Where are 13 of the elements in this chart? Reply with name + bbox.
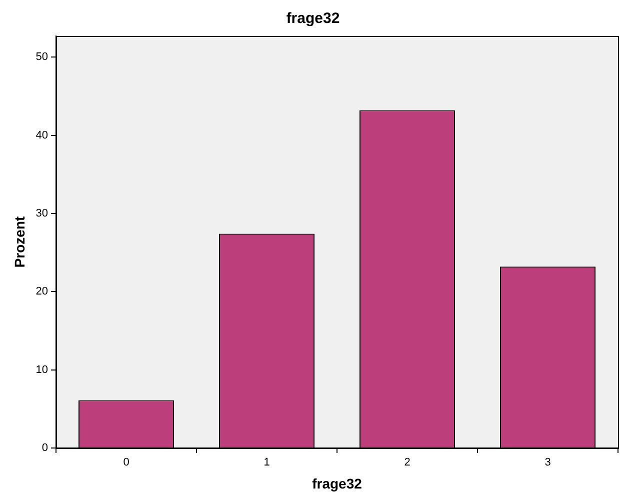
x-tick-label: 2 xyxy=(404,456,410,469)
y-tick-label: 50 xyxy=(36,51,48,64)
y-axis-title: Prozent xyxy=(11,216,28,268)
x-tick-label: 3 xyxy=(544,456,551,469)
y-tick-label: 30 xyxy=(36,207,48,220)
y-tick-label: 40 xyxy=(36,129,48,142)
x-axis-title: frage32 xyxy=(312,475,362,492)
x-tick-label: 1 xyxy=(264,456,270,469)
y-tick-label: 20 xyxy=(36,286,48,298)
x-tick-label: 0 xyxy=(123,456,130,469)
y-tick-label: 0 xyxy=(42,442,48,454)
y-tick-label: 10 xyxy=(36,364,48,376)
chart-title: frage32 xyxy=(286,10,340,28)
